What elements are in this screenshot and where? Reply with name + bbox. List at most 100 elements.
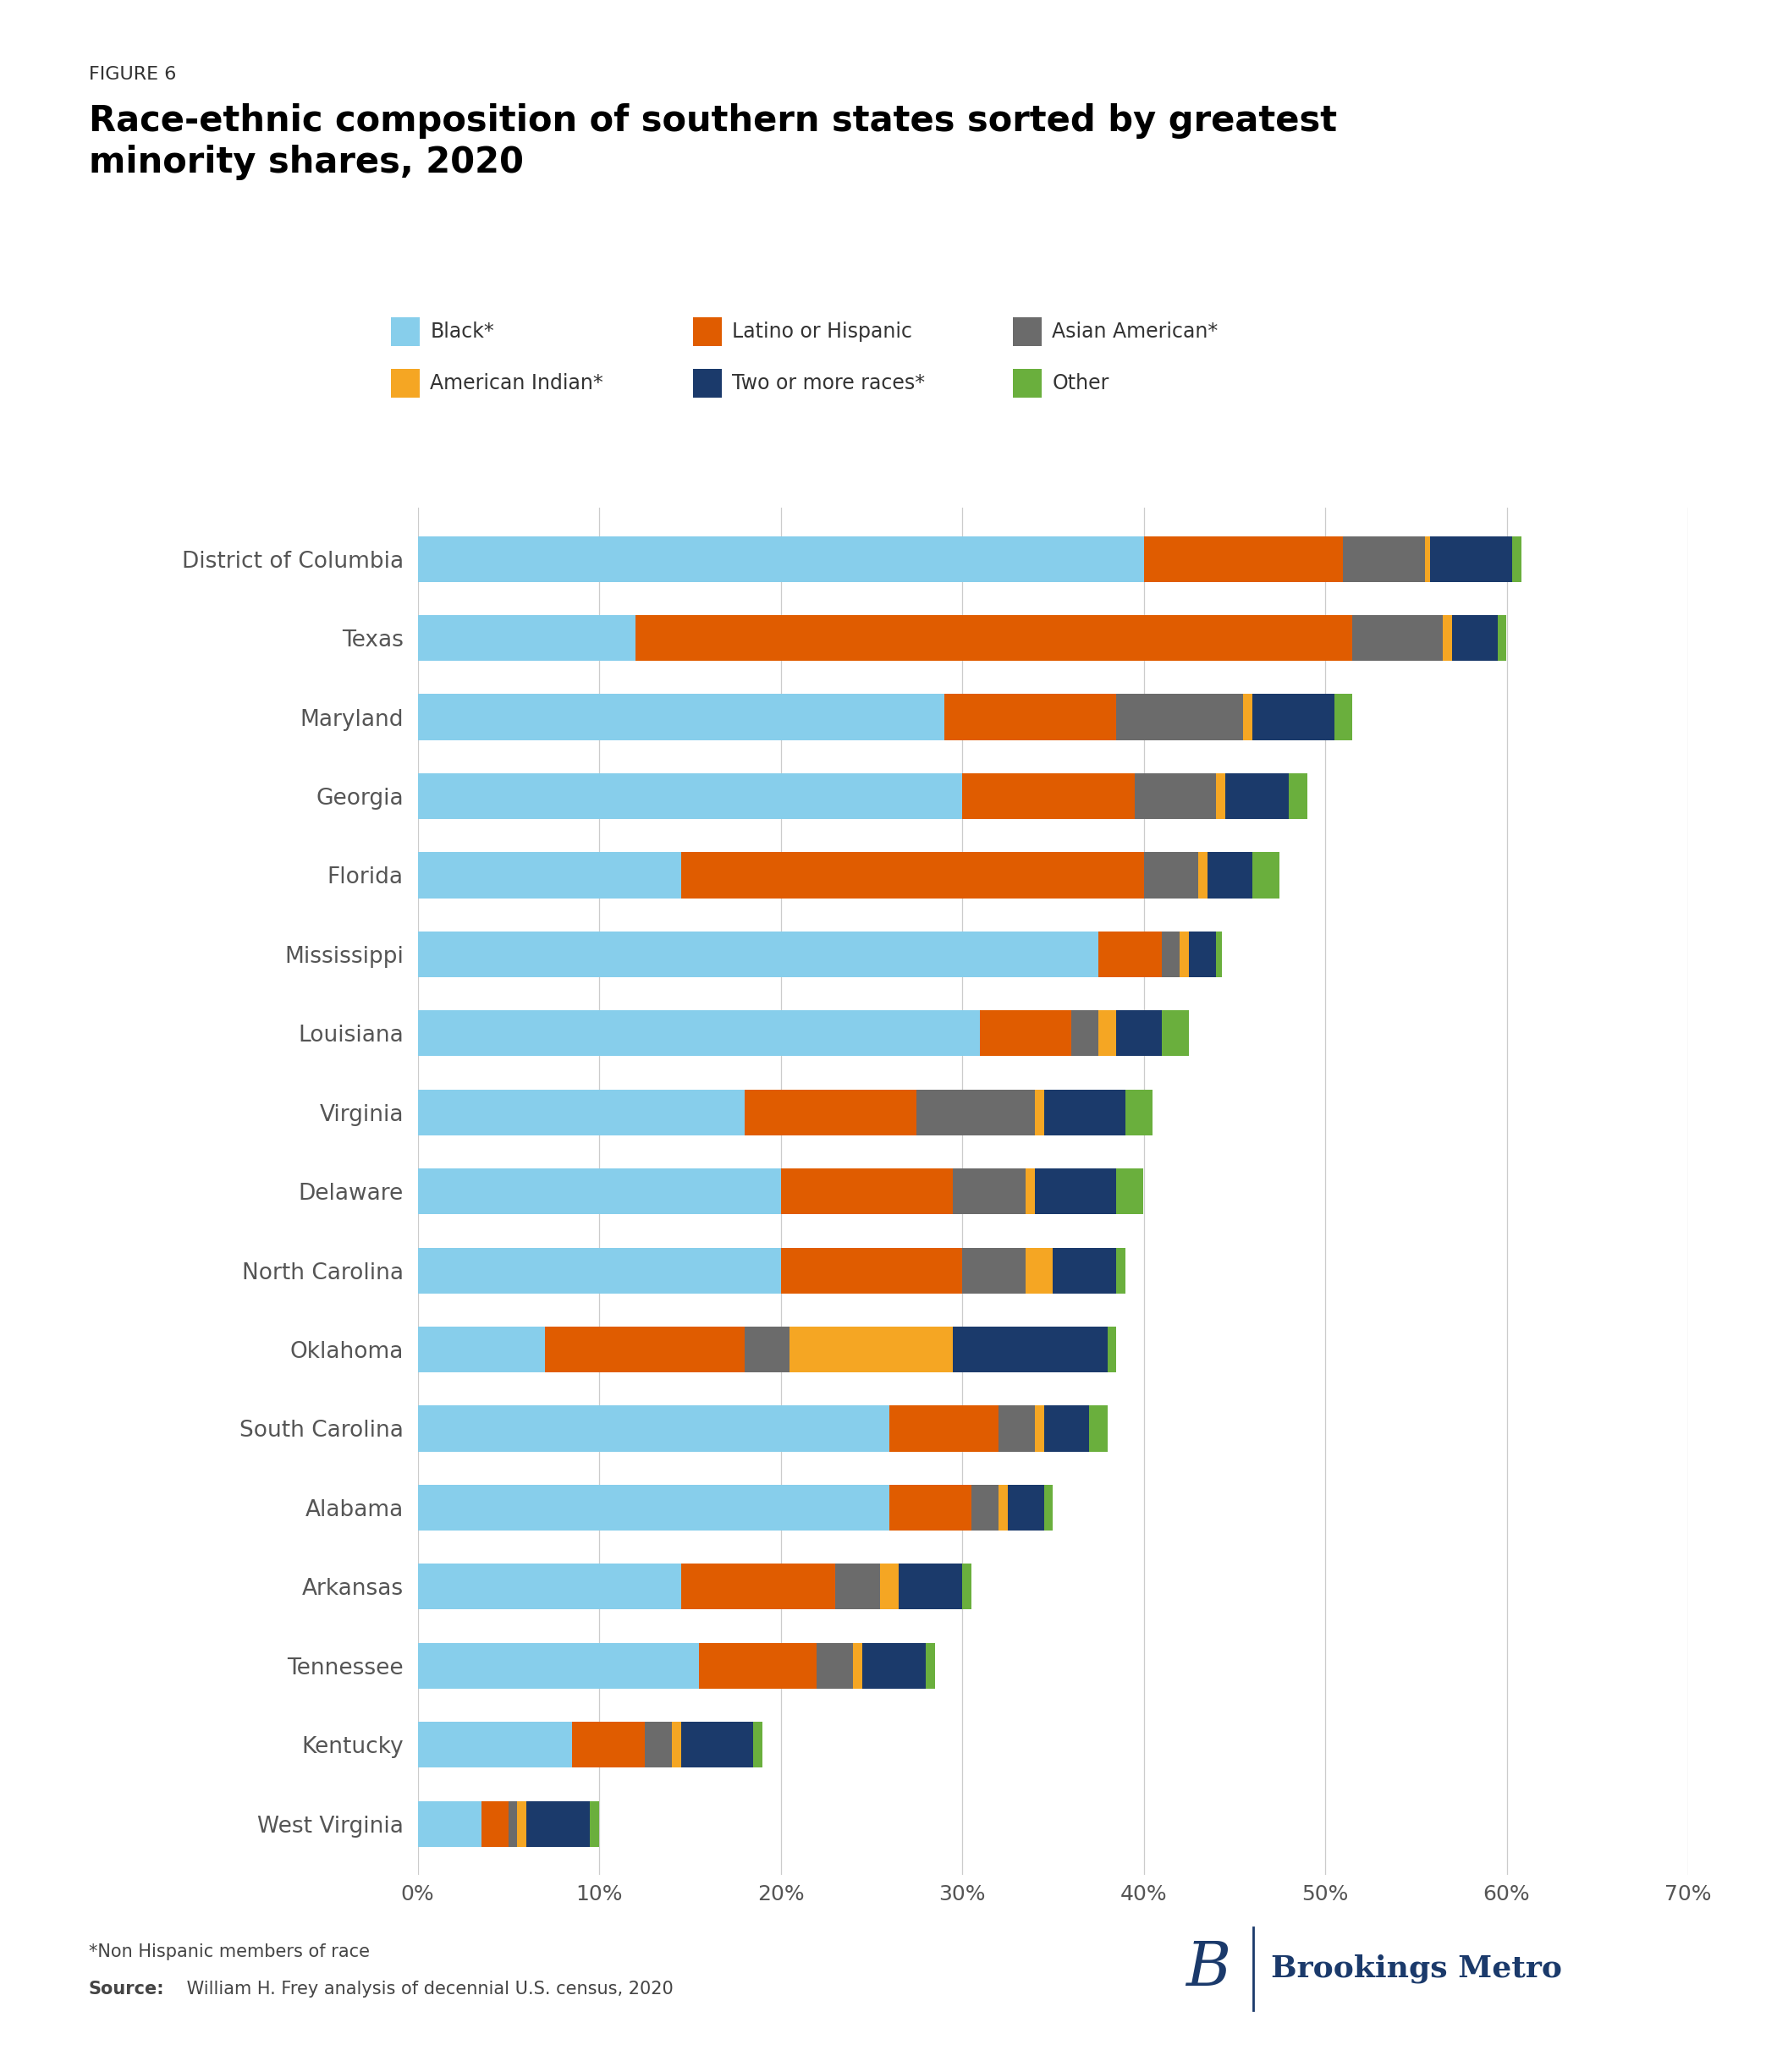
Bar xyxy=(1134,773,1215,818)
Bar xyxy=(981,1011,1072,1057)
Bar xyxy=(508,1801,517,1846)
Bar xyxy=(1116,694,1244,740)
Bar xyxy=(1215,773,1226,818)
Bar xyxy=(1189,930,1215,978)
Bar xyxy=(1089,1405,1107,1452)
Text: Race-ethnic composition of southern states sorted by greatest
minority shares, 2: Race-ethnic composition of southern stat… xyxy=(89,104,1336,180)
Bar xyxy=(1034,1090,1043,1135)
Text: Black*: Black* xyxy=(430,321,494,342)
Bar xyxy=(418,1247,780,1293)
Bar xyxy=(636,615,1352,661)
Bar xyxy=(1025,1247,1052,1293)
Bar xyxy=(1512,537,1521,582)
Bar xyxy=(418,615,636,661)
Bar xyxy=(1180,930,1189,978)
Bar xyxy=(1288,773,1306,818)
Bar xyxy=(1043,1405,1089,1452)
Bar xyxy=(1253,694,1335,740)
Bar xyxy=(1072,1011,1098,1057)
Bar xyxy=(1198,852,1207,897)
Bar xyxy=(1034,1169,1116,1214)
Bar xyxy=(1144,537,1343,582)
Bar xyxy=(961,1564,972,1610)
Bar xyxy=(961,773,1134,818)
Bar xyxy=(590,1801,599,1846)
Bar xyxy=(1025,1169,1034,1214)
Bar xyxy=(1253,852,1279,897)
Text: B: B xyxy=(1185,1939,1231,1997)
Bar xyxy=(753,1722,762,1767)
Bar xyxy=(853,1643,862,1689)
Bar xyxy=(1116,1011,1162,1057)
Bar xyxy=(1116,1247,1125,1293)
Bar xyxy=(780,1169,952,1214)
Bar xyxy=(418,1090,745,1135)
Bar xyxy=(572,1722,645,1767)
Bar xyxy=(544,1326,745,1372)
Text: Two or more races*: Two or more races* xyxy=(732,373,926,394)
Bar xyxy=(418,1643,698,1689)
Bar xyxy=(418,1326,544,1372)
Bar xyxy=(418,1405,890,1452)
Bar xyxy=(672,1722,681,1767)
Bar xyxy=(1352,615,1443,661)
Bar xyxy=(418,1011,981,1057)
Bar xyxy=(1043,1090,1125,1135)
Bar xyxy=(899,1564,961,1610)
Bar xyxy=(418,1486,890,1531)
Bar xyxy=(418,537,1144,582)
Bar xyxy=(745,1326,789,1372)
Bar xyxy=(1452,615,1498,661)
Bar xyxy=(972,1486,999,1531)
Bar xyxy=(698,1643,817,1689)
Bar xyxy=(418,694,944,740)
Bar xyxy=(418,1169,780,1214)
Bar xyxy=(1343,537,1425,582)
Bar xyxy=(1335,694,1352,740)
Bar xyxy=(944,694,1116,740)
Bar xyxy=(1443,615,1452,661)
Bar xyxy=(1430,537,1512,582)
Bar xyxy=(999,1405,1034,1452)
Bar xyxy=(1107,1326,1116,1372)
Bar xyxy=(1498,615,1507,661)
Text: Source:: Source: xyxy=(89,1981,165,1997)
Bar xyxy=(1425,537,1430,582)
Text: Other: Other xyxy=(1052,373,1109,394)
Bar xyxy=(1226,773,1288,818)
Bar xyxy=(917,1090,1034,1135)
Bar xyxy=(681,1722,753,1767)
Bar xyxy=(926,1643,935,1689)
Text: Asian American*: Asian American* xyxy=(1052,321,1217,342)
Text: Brookings Metro: Brookings Metro xyxy=(1271,1954,1562,1983)
Bar xyxy=(999,1486,1008,1531)
Bar xyxy=(418,930,1098,978)
Bar xyxy=(1034,1405,1043,1452)
Bar xyxy=(418,1564,681,1610)
Bar xyxy=(681,1564,835,1610)
Bar xyxy=(862,1643,926,1689)
Bar xyxy=(817,1643,853,1689)
Bar xyxy=(1052,1247,1116,1293)
Bar xyxy=(1207,852,1253,897)
Text: *Non Hispanic members of race: *Non Hispanic members of race xyxy=(89,1944,370,1960)
Bar xyxy=(961,1247,1025,1293)
Bar xyxy=(1162,1011,1189,1057)
Bar xyxy=(1116,1169,1144,1214)
Bar xyxy=(1144,852,1198,897)
Text: FIGURE 6: FIGURE 6 xyxy=(89,66,176,83)
Bar xyxy=(880,1564,899,1610)
Bar xyxy=(1244,694,1253,740)
Bar xyxy=(1215,930,1221,978)
Bar xyxy=(890,1405,999,1452)
Bar xyxy=(482,1801,508,1846)
Bar xyxy=(1162,930,1180,978)
Bar xyxy=(418,773,961,818)
Bar xyxy=(952,1326,1107,1372)
Bar xyxy=(890,1486,972,1531)
Text: William H. Frey analysis of decennial U.S. census, 2020: William H. Frey analysis of decennial U.… xyxy=(181,1981,673,1997)
Text: American Indian*: American Indian* xyxy=(430,373,604,394)
Bar xyxy=(418,852,681,897)
Bar xyxy=(681,852,1144,897)
Bar xyxy=(418,1801,482,1846)
